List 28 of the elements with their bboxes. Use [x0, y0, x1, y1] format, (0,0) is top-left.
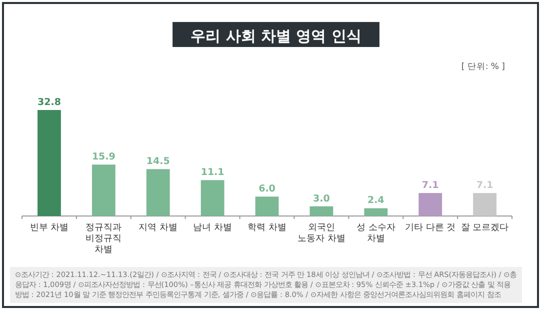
bar — [364, 208, 388, 216]
x-tick-label: 학력 차별 — [248, 223, 286, 233]
data-label: 2.4 — [367, 195, 385, 206]
data-label: 11.1 — [200, 167, 224, 178]
x-tick-label: 성 소수자 차별 — [356, 223, 396, 244]
x-tick-label: 지역 차별 — [138, 223, 178, 233]
data-label: 15.9 — [92, 152, 116, 163]
data-label: 3.0 — [313, 193, 330, 204]
x-tick-label: 외국인 노동자 차별 — [298, 223, 346, 244]
data-label: 32.8 — [37, 97, 62, 108]
bar — [310, 206, 334, 216]
bar — [255, 196, 279, 216]
bar — [418, 193, 442, 216]
bar — [38, 110, 61, 216]
data-label: 6.0 — [258, 184, 276, 195]
x-tick-label: 빈부 차별 — [30, 223, 69, 233]
data-label: 14.5 — [146, 156, 170, 168]
text: [ 단위: % ] — [461, 62, 505, 72]
x-tick-label: 잘 모르겠다 — [460, 223, 509, 233]
x-tick-label: 정규직과 비정규직 차별 — [86, 223, 122, 255]
bar — [473, 193, 496, 216]
x-tick-label: 남녀 차별 — [193, 223, 232, 233]
bar — [146, 169, 170, 216]
bar — [92, 164, 116, 216]
data-label: 7.1 — [422, 180, 439, 192]
x-tick-label: 기타 다른 것 — [404, 223, 456, 233]
bar — [200, 180, 224, 216]
chart-title: 우리 사회 차별 영역 인식 — [190, 27, 362, 45]
